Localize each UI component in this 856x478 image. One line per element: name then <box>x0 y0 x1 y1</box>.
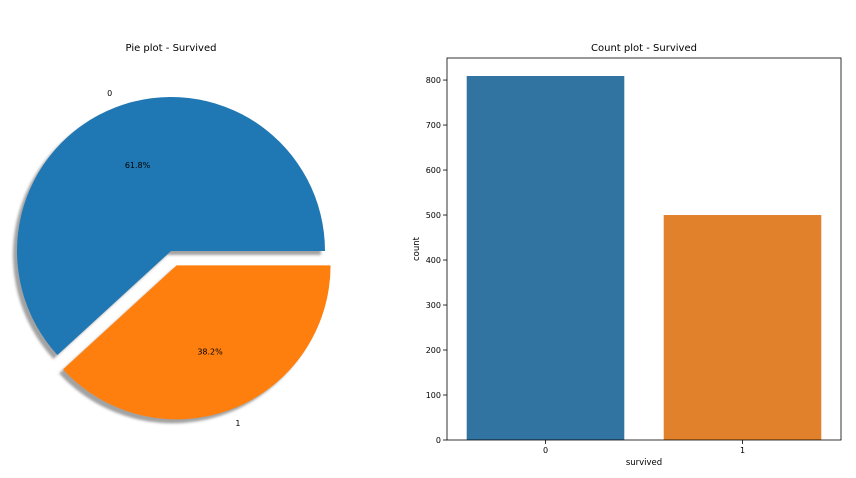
x-axis-label: survived <box>626 458 662 468</box>
y-tick-label: 400 <box>426 256 441 265</box>
y-axis-label: count <box>412 236 422 261</box>
plot-frame <box>446 57 842 441</box>
pie-slice-0 <box>17 97 325 356</box>
pie-slices <box>17 97 331 420</box>
y-tick-label: 100 <box>426 391 441 400</box>
pie-category-label: 1 <box>235 419 240 428</box>
y-tick-label: 500 <box>426 211 441 220</box>
y-tick-label: 300 <box>426 301 441 310</box>
y-tick-label: 200 <box>426 346 441 355</box>
pie-percent-label: 61.8% <box>125 161 151 170</box>
y-tick-label: 700 <box>426 121 441 130</box>
y-tick-label: 800 <box>426 76 441 85</box>
x-tick-label: 1 <box>740 446 745 455</box>
pie-slice-1 <box>63 265 331 420</box>
pie-chart: Pie plot - Survived 0 61.8% 1 38.2% <box>13 43 331 428</box>
bar-0 <box>466 75 625 440</box>
y-tick-label: 0 <box>436 436 441 445</box>
y-axis-ticks: 0 100 200 300 400 500 600 700 800 <box>426 76 447 445</box>
pie-title: Pie plot - Survived <box>126 43 217 54</box>
bar-1 <box>663 215 822 440</box>
bar-title: Count plot - Survived <box>591 43 697 54</box>
bars <box>466 75 822 440</box>
pie-texts: 0 61.8% 1 38.2% <box>107 89 240 428</box>
bar-chart: Count plot - Survived 010020030040050060… <box>412 43 842 468</box>
pie-percent-label: 38.2% <box>197 347 223 356</box>
pie-category-label: 0 <box>107 89 112 98</box>
x-tick-label: 0 <box>543 446 548 455</box>
y-tick-label: 600 <box>426 166 441 175</box>
